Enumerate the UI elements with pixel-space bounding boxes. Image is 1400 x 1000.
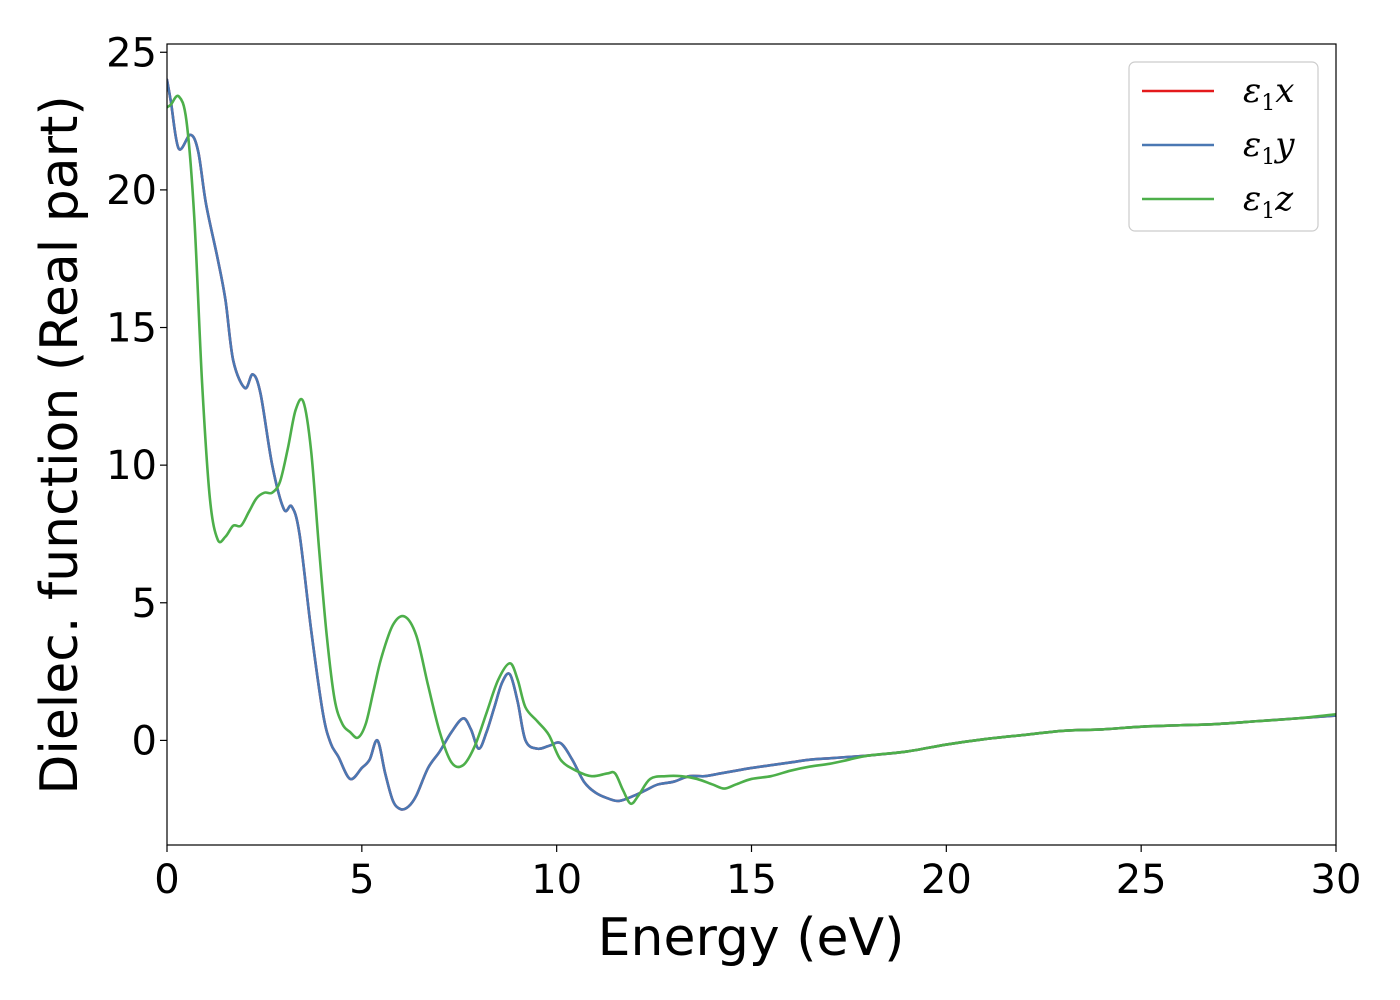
series-line-z [167, 94, 1336, 806]
x-axis-label: Energy (eV) [598, 908, 905, 968]
x-tick-label: 20 [921, 857, 972, 903]
series-layer [167, 78, 1336, 811]
legend-box [1128, 61, 1319, 232]
series-line-y [167, 78, 1336, 811]
y-tick-label: 10 [106, 443, 157, 489]
legend-label-y: ε1y [1243, 125, 1295, 170]
legend-label-z: ε1z [1243, 179, 1294, 224]
y-tick-label: 15 [106, 306, 157, 352]
y-tick-label: 20 [106, 168, 157, 214]
x-tick-label: 5 [349, 857, 374, 903]
y-tick-label: 5 [132, 581, 157, 627]
y-tick-label: 0 [132, 718, 157, 764]
x-tick-label: 30 [1311, 857, 1362, 903]
x-axis-ticks: 0 5 10 15 20 25 30 [154, 845, 1361, 903]
legend-label-x: ε1x [1243, 71, 1294, 116]
legend: ε1x ε1y ε1z [1128, 61, 1319, 232]
x-tick-label: 15 [726, 857, 777, 903]
x-tick-label: 10 [531, 857, 582, 903]
y-tick-label: 25 [106, 30, 157, 76]
y-axis-label: Dielec. function (Real part) [30, 95, 90, 794]
x-tick-label: 0 [154, 857, 179, 903]
y-axis-ticks: 0 5 10 15 20 25 [106, 30, 167, 764]
x-tick-label: 25 [1116, 857, 1167, 903]
